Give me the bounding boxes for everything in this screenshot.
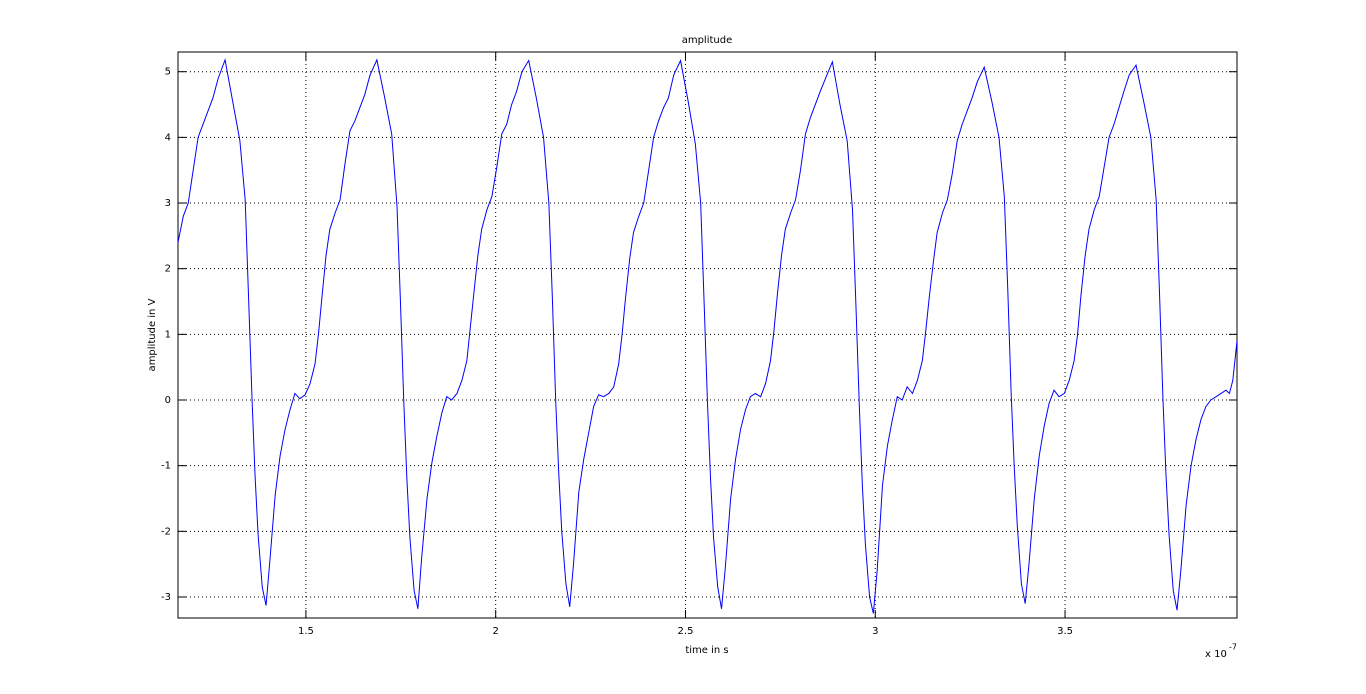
x-tick-label: 2 [493, 626, 499, 637]
y-tick-label: -2 [161, 526, 171, 537]
y-tick-label: 2 [165, 264, 171, 275]
y-tick-label: 4 [165, 132, 171, 143]
plot-area [177, 51, 1238, 619]
x-tick-label: 3.5 [1057, 626, 1073, 637]
y-tick-label: 5 [165, 67, 171, 78]
y-tick-label: 0 [165, 395, 171, 406]
y-tick-label: -3 [161, 592, 171, 603]
y-tick-label: 3 [165, 198, 171, 209]
x-tick-label: 1.5 [298, 626, 314, 637]
x-multiplier: x 10 [1205, 649, 1227, 660]
x-axis-label: time in s [685, 645, 728, 656]
y-tick-label: 1 [165, 329, 171, 340]
chart-title: amplitude [682, 35, 733, 46]
y-tick-label: -1 [161, 461, 171, 472]
x-tick-label: 3 [872, 626, 878, 637]
x-exponent: -7 [1229, 643, 1237, 652]
x-tick-label: 2.5 [678, 626, 694, 637]
y-axis-label: amplitude in V [147, 298, 158, 371]
signal-line [178, 58, 1237, 614]
